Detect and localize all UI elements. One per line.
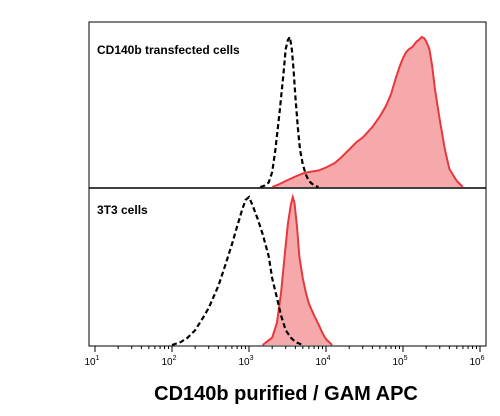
- stained-histogram-fill-bottom: [262, 197, 333, 345]
- stained-histogram-line-bottom: [261, 193, 333, 346]
- x-tick-label: 103: [238, 355, 253, 368]
- x-axis-label: CD140b purified / GAM APC: [154, 383, 418, 405]
- stained-histogram-line-top: [271, 35, 464, 188]
- panel-label-top: CD140b transfected cells: [97, 43, 240, 57]
- x-tick-label: 106: [469, 355, 484, 368]
- panel-top-series: [259, 34, 464, 189]
- control-histogram-dashed-bottom: [171, 195, 304, 347]
- x-tick-label: 101: [84, 355, 99, 368]
- x-tick-label: 102: [161, 355, 176, 368]
- stained-histogram-fill-top: [272, 37, 463, 187]
- x-tick-label: 105: [392, 355, 407, 368]
- panel-bottom-series: [171, 193, 333, 347]
- x-axis-ticks: 101 102 103 104 105 106: [84, 346, 485, 368]
- control-histogram-dashed-top: [259, 34, 319, 189]
- panel-label-bottom: 3T3 cells: [97, 203, 148, 217]
- x-tick-label: 104: [315, 355, 330, 368]
